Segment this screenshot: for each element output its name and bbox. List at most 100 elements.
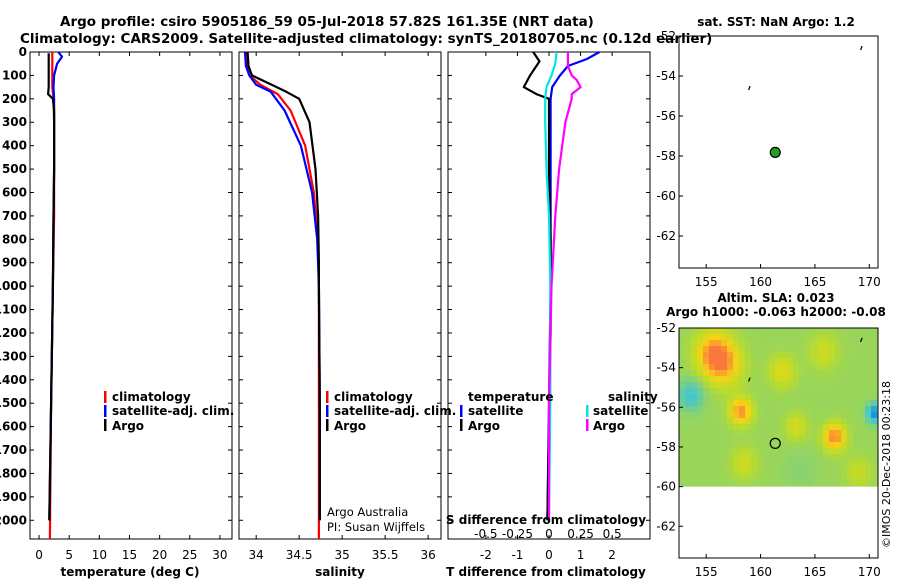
heatmap-cell	[745, 346, 751, 352]
heatmap-cell	[787, 406, 793, 412]
heatmap-cell	[691, 484, 697, 487]
heatmap-cell	[679, 340, 685, 346]
heatmap-cell	[799, 400, 805, 406]
heatmap-cell	[781, 376, 787, 382]
heatmap-cell	[805, 328, 811, 334]
heatmap-cell	[871, 412, 877, 418]
heatmap-cell	[739, 442, 745, 448]
heatmap-cell	[787, 484, 793, 487]
heatmap-cell	[817, 400, 823, 406]
heatmap-cell	[793, 376, 799, 382]
heatmap-cell	[715, 406, 721, 412]
heatmap-cell	[817, 388, 823, 394]
heatmap-cell	[787, 436, 793, 442]
heatmap-cell	[727, 430, 733, 436]
heatmap-cell	[739, 460, 745, 466]
heatmap-cell	[727, 358, 733, 364]
heatmap-cell	[769, 334, 775, 340]
heatmap-cell	[865, 346, 871, 352]
heatmap-cell	[847, 412, 853, 418]
heatmap-cell	[847, 370, 853, 376]
heatmap-cell	[775, 406, 781, 412]
depth-tick-label: 1600	[0, 420, 27, 434]
heatmap-cell	[745, 448, 751, 454]
heatmap-cell	[733, 460, 739, 466]
heatmap-cell	[733, 334, 739, 340]
heatmap-cell	[793, 418, 799, 424]
heatmap-cell	[751, 364, 757, 370]
legend-label-satellite: satellite-adj. clim.	[334, 404, 456, 418]
island-mark	[860, 45, 863, 51]
heatmap-cell	[787, 454, 793, 460]
legend-label-sal-argo: Argo	[593, 419, 625, 433]
heatmap-cell	[817, 418, 823, 424]
heatmap-cell	[745, 478, 751, 484]
heatmap-cell	[847, 340, 853, 346]
heatmap-cell	[739, 448, 745, 454]
heatmap-cell	[859, 448, 865, 454]
heatmap-cell	[871, 472, 877, 478]
heatmap-cell	[679, 352, 685, 358]
heatmap-cell	[871, 478, 877, 484]
heatmap-cell	[811, 430, 817, 436]
heatmap-cell	[769, 358, 775, 364]
heatmap-cell	[853, 382, 859, 388]
heatmap-cell	[745, 412, 751, 418]
heatmap-cell	[865, 412, 871, 418]
heatmap-cell	[823, 430, 829, 436]
heatmap-cell	[799, 424, 805, 430]
heatmap-cell	[811, 442, 817, 448]
heatmap-cell	[727, 484, 733, 487]
heatmap-cell	[829, 448, 835, 454]
heatmap-cell	[853, 406, 859, 412]
heatmap-cell	[829, 424, 835, 430]
heatmap-cell	[823, 478, 829, 484]
heatmap-cell	[733, 358, 739, 364]
heatmap-cell	[763, 376, 769, 382]
heatmap-cell	[829, 358, 835, 364]
heatmap-cell	[841, 382, 847, 388]
heatmap-cell	[721, 454, 727, 460]
heatmap-cell	[733, 484, 739, 487]
heatmap-cell	[769, 466, 775, 472]
heatmap-cell	[811, 484, 817, 487]
heatmap-cell	[865, 394, 871, 400]
heatmap-cell	[721, 358, 727, 364]
heatmap-cell	[853, 436, 859, 442]
heatmap-cell	[697, 328, 703, 334]
heatmap-cell	[841, 430, 847, 436]
heatmap-cell	[829, 340, 835, 346]
heatmap-cell	[691, 442, 697, 448]
heatmap-cell	[871, 340, 877, 346]
heatmap-cell	[685, 370, 691, 376]
heatmap-cell	[811, 352, 817, 358]
heatmap-cell	[835, 448, 841, 454]
heatmap-cell	[775, 442, 781, 448]
heatmap-cell	[847, 472, 853, 478]
heatmap-cell	[679, 382, 685, 388]
map-x-tick-label: 155	[695, 565, 718, 579]
heatmap-cell	[793, 472, 799, 478]
heatmap-cell	[715, 436, 721, 442]
heatmap-cell	[745, 352, 751, 358]
heatmap-cell	[841, 478, 847, 484]
heatmap-cell	[829, 436, 835, 442]
heatmap-cell	[793, 406, 799, 412]
heatmap-cell	[871, 406, 877, 412]
heatmap-cell	[787, 418, 793, 424]
heatmap-cell	[865, 328, 871, 334]
legend-swatch-argo	[104, 419, 107, 431]
x-tick-label: 20	[152, 548, 167, 562]
heatmap-cell	[841, 394, 847, 400]
heatmap-cell	[871, 436, 877, 442]
heatmap-cell	[799, 448, 805, 454]
heatmap-cell	[787, 334, 793, 340]
heatmap-cell	[811, 466, 817, 472]
heatmap-cell	[847, 382, 853, 388]
heatmap-cell	[865, 358, 871, 364]
depth-tick-label: 600	[2, 185, 27, 199]
heatmap-cell	[799, 328, 805, 334]
heatmap-cell	[733, 400, 739, 406]
argo-float-marker	[769, 146, 781, 158]
heatmap-cell	[709, 328, 715, 334]
